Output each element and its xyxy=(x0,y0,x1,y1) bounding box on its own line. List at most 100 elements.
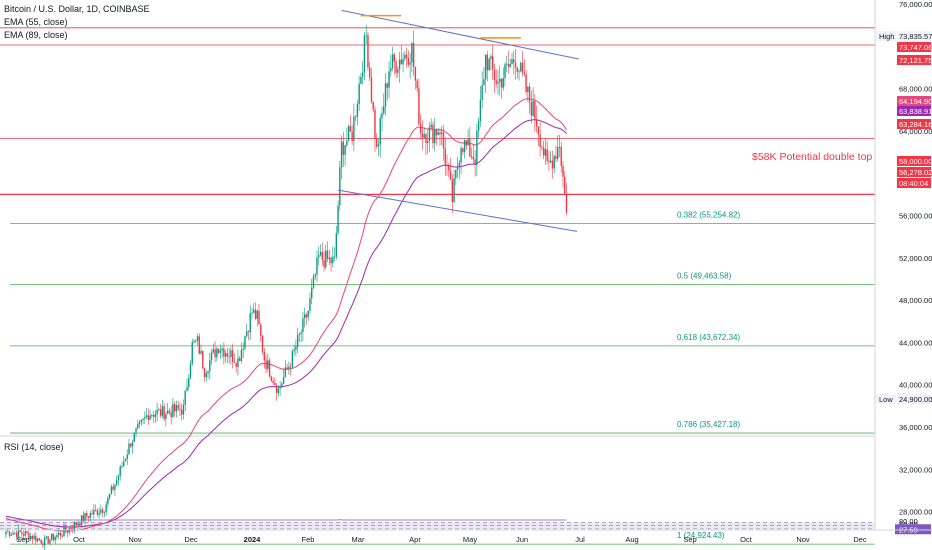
candle xyxy=(198,336,200,354)
candle xyxy=(5,531,7,535)
candle xyxy=(448,165,450,171)
candle xyxy=(29,535,32,540)
candle xyxy=(117,475,120,480)
time-tick-label: Mar xyxy=(352,535,365,544)
candle xyxy=(8,531,11,536)
rsi-current-tag-bg xyxy=(895,524,931,535)
candle xyxy=(516,67,518,72)
price-tag-value: 08:40:04 xyxy=(899,179,928,188)
candle xyxy=(530,102,533,116)
candle xyxy=(546,149,548,161)
candle xyxy=(349,126,352,132)
candle xyxy=(323,259,325,268)
candle xyxy=(272,380,274,383)
time-tick-label: Jun xyxy=(516,535,528,544)
ema55-line xyxy=(5,98,567,532)
price-tick-label: 40,000.00 xyxy=(899,381,932,390)
candle xyxy=(15,532,18,537)
candle xyxy=(460,148,462,163)
candle xyxy=(490,56,492,59)
candle xyxy=(470,156,473,158)
candle xyxy=(491,56,494,70)
price-tag-bg xyxy=(897,55,931,65)
candle xyxy=(379,118,381,145)
candle xyxy=(177,405,179,409)
candle xyxy=(87,516,90,518)
channel-upper-line xyxy=(341,9,579,60)
candle xyxy=(258,310,260,325)
candle xyxy=(430,124,432,128)
candle xyxy=(49,539,51,544)
time-tick-label: 2024 xyxy=(244,535,262,544)
price-tick-label: 52,000.00 xyxy=(899,254,932,263)
candle xyxy=(249,313,251,333)
candle xyxy=(237,358,239,367)
time-tick-label: Jul xyxy=(575,535,585,544)
candle xyxy=(154,414,157,417)
candle xyxy=(65,527,67,532)
candle xyxy=(68,528,70,533)
candle xyxy=(484,54,487,80)
candle xyxy=(437,132,439,136)
candle xyxy=(298,333,301,336)
price-tag-label-bg xyxy=(876,31,896,41)
candle xyxy=(233,362,236,363)
candle xyxy=(463,140,466,152)
candle xyxy=(548,160,550,163)
candle xyxy=(428,127,431,142)
price-tag-bg xyxy=(897,394,931,404)
fib-level-label: 0.786 (35,427.18) xyxy=(677,420,740,429)
candle xyxy=(312,276,315,288)
candle xyxy=(441,132,443,135)
rsi-legend: RSI (14, close) xyxy=(4,442,64,452)
candle xyxy=(75,522,77,525)
price-tag-value: 24,900.00 xyxy=(899,395,932,404)
ema89-line xyxy=(5,119,567,528)
candle xyxy=(101,509,104,513)
candle xyxy=(446,164,448,166)
candle xyxy=(449,170,452,180)
candle xyxy=(231,350,234,363)
candle xyxy=(277,388,280,393)
candle xyxy=(256,310,258,319)
candle xyxy=(260,324,262,336)
candle xyxy=(549,160,552,163)
candle xyxy=(347,126,350,141)
candle xyxy=(439,132,441,135)
price-tag-value: 58,000.00 xyxy=(899,157,932,166)
candle xyxy=(537,126,540,135)
price-tag-bg xyxy=(897,119,931,129)
price-tick-label: 56,000.00 xyxy=(899,212,932,221)
candle xyxy=(507,63,510,67)
candle xyxy=(493,69,496,81)
candle xyxy=(172,404,174,417)
candle xyxy=(409,62,411,65)
candle xyxy=(525,74,527,92)
candle xyxy=(209,360,211,372)
candle xyxy=(70,528,72,530)
candle xyxy=(286,367,288,370)
candle xyxy=(465,140,468,146)
candle xyxy=(520,62,522,72)
candle xyxy=(94,509,97,511)
time-tick-label: Dec xyxy=(184,535,198,544)
candle xyxy=(497,81,499,84)
candle xyxy=(147,415,150,420)
candle xyxy=(91,513,93,515)
candle xyxy=(207,371,209,374)
candle xyxy=(14,532,16,534)
candle xyxy=(163,406,165,420)
price-tag-value: 63,284.16 xyxy=(899,120,932,129)
candle xyxy=(110,486,113,494)
candle xyxy=(173,404,176,412)
candle xyxy=(419,124,422,134)
candle xyxy=(40,539,42,544)
candle xyxy=(361,72,364,77)
fib-level-label: 1 (24,924.43) xyxy=(677,531,725,540)
candle xyxy=(12,533,14,535)
candle xyxy=(38,538,41,540)
fib-level-label: 0.5 (49,463.58) xyxy=(677,272,732,281)
candle xyxy=(228,356,230,358)
candle xyxy=(381,113,383,119)
